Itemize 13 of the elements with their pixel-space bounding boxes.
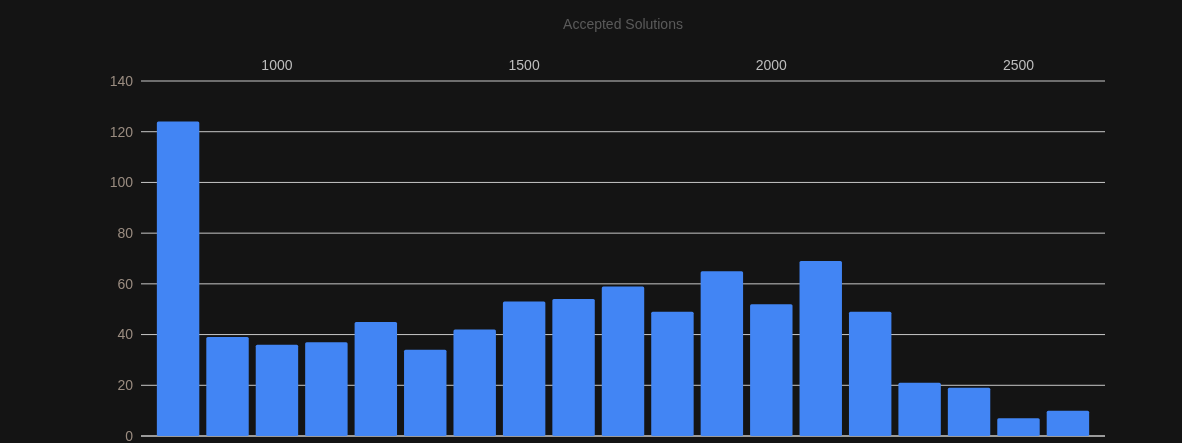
y-tick-label: 100 bbox=[109, 174, 134, 191]
y-tick-label: 140 bbox=[109, 72, 134, 89]
chart-title: Accepted Solutions bbox=[563, 16, 683, 32]
y-tick-label: 0 bbox=[125, 427, 134, 443]
y-tick-label: 20 bbox=[117, 377, 134, 394]
x-tick-label: 1500 bbox=[508, 57, 540, 73]
x-tick-label: 2500 bbox=[1002, 57, 1035, 73]
x-tick-label: 2000 bbox=[755, 57, 788, 73]
x-tick-label: 1000 bbox=[261, 57, 293, 73]
y-tick-label: 40 bbox=[117, 326, 134, 343]
y-tick-label: 60 bbox=[117, 275, 134, 292]
y-tick-label: 80 bbox=[117, 225, 134, 242]
y-tick-label: 120 bbox=[109, 123, 134, 140]
